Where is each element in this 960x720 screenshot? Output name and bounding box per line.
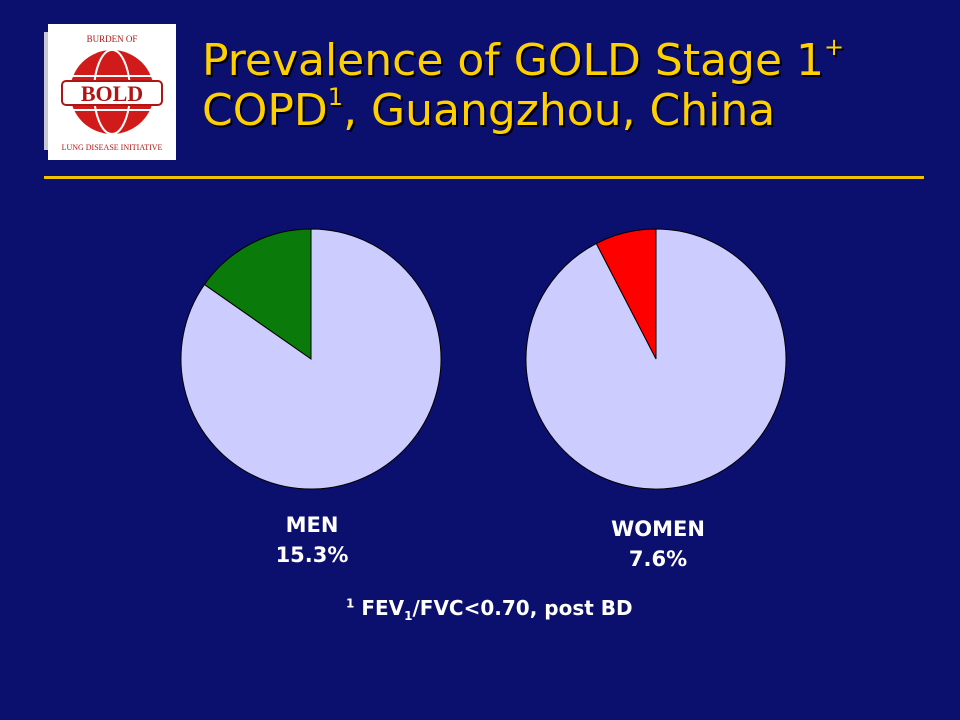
footnote: 1 FEV1/FVC<0.70, post BD xyxy=(346,596,633,623)
pie-chart-women xyxy=(525,228,787,490)
pie-slice-men-0 xyxy=(203,228,312,360)
title-line-2-sup: 1 xyxy=(327,83,344,112)
logo-ring-bottom: LUNG DISEASE INITIATIVE xyxy=(62,143,163,152)
pie-label-men: MEN 15.3% xyxy=(212,510,412,570)
bold-logo: BOLD BURDEN OF LUNG DISEASE INITIATIVE xyxy=(48,24,176,160)
logo-banner xyxy=(61,80,163,106)
logo-ring-top: BURDEN OF xyxy=(87,34,138,44)
pie-label-men-value: 15.3% xyxy=(275,543,349,567)
pie-label-women-name: WOMEN xyxy=(611,517,705,541)
footnote-sub: 1 xyxy=(404,609,413,623)
title-line-2: COPD1, Guangzhou, China xyxy=(202,83,844,136)
pie-label-women: WOMEN 7.6% xyxy=(558,514,758,574)
slide-title: Prevalence of GOLD Stage 1+ COPD1, Guang… xyxy=(202,33,845,136)
pie-label-men-name: MEN xyxy=(285,513,339,537)
title-line-2-suffix: , Guangzhou, China xyxy=(343,85,776,136)
logo-shadow xyxy=(44,32,50,150)
title-divider xyxy=(44,176,924,179)
pie-chart-men xyxy=(180,228,442,490)
footnote-text-a: FEV xyxy=(354,596,405,620)
pie-label-women-value: 7.6% xyxy=(628,547,688,571)
footnote-text-b: /FVC<0.70, post BD xyxy=(412,596,633,620)
pie-slice-men-1 xyxy=(180,228,442,490)
title-line-1-sup: + xyxy=(824,33,845,62)
title-line-1-text: Prevalence of GOLD Stage 1 xyxy=(202,35,825,86)
footnote-marker: 1 xyxy=(346,596,355,611)
bold-logo-graphic: BOLD BURDEN OF LUNG DISEASE INITIATIVE xyxy=(61,34,163,152)
title-line-1: Prevalence of GOLD Stage 1+ xyxy=(202,33,845,86)
logo-bold-text: BOLD xyxy=(81,81,143,106)
pie-slice-women-1 xyxy=(525,228,787,490)
title-line-2-prefix: COPD xyxy=(202,85,328,136)
